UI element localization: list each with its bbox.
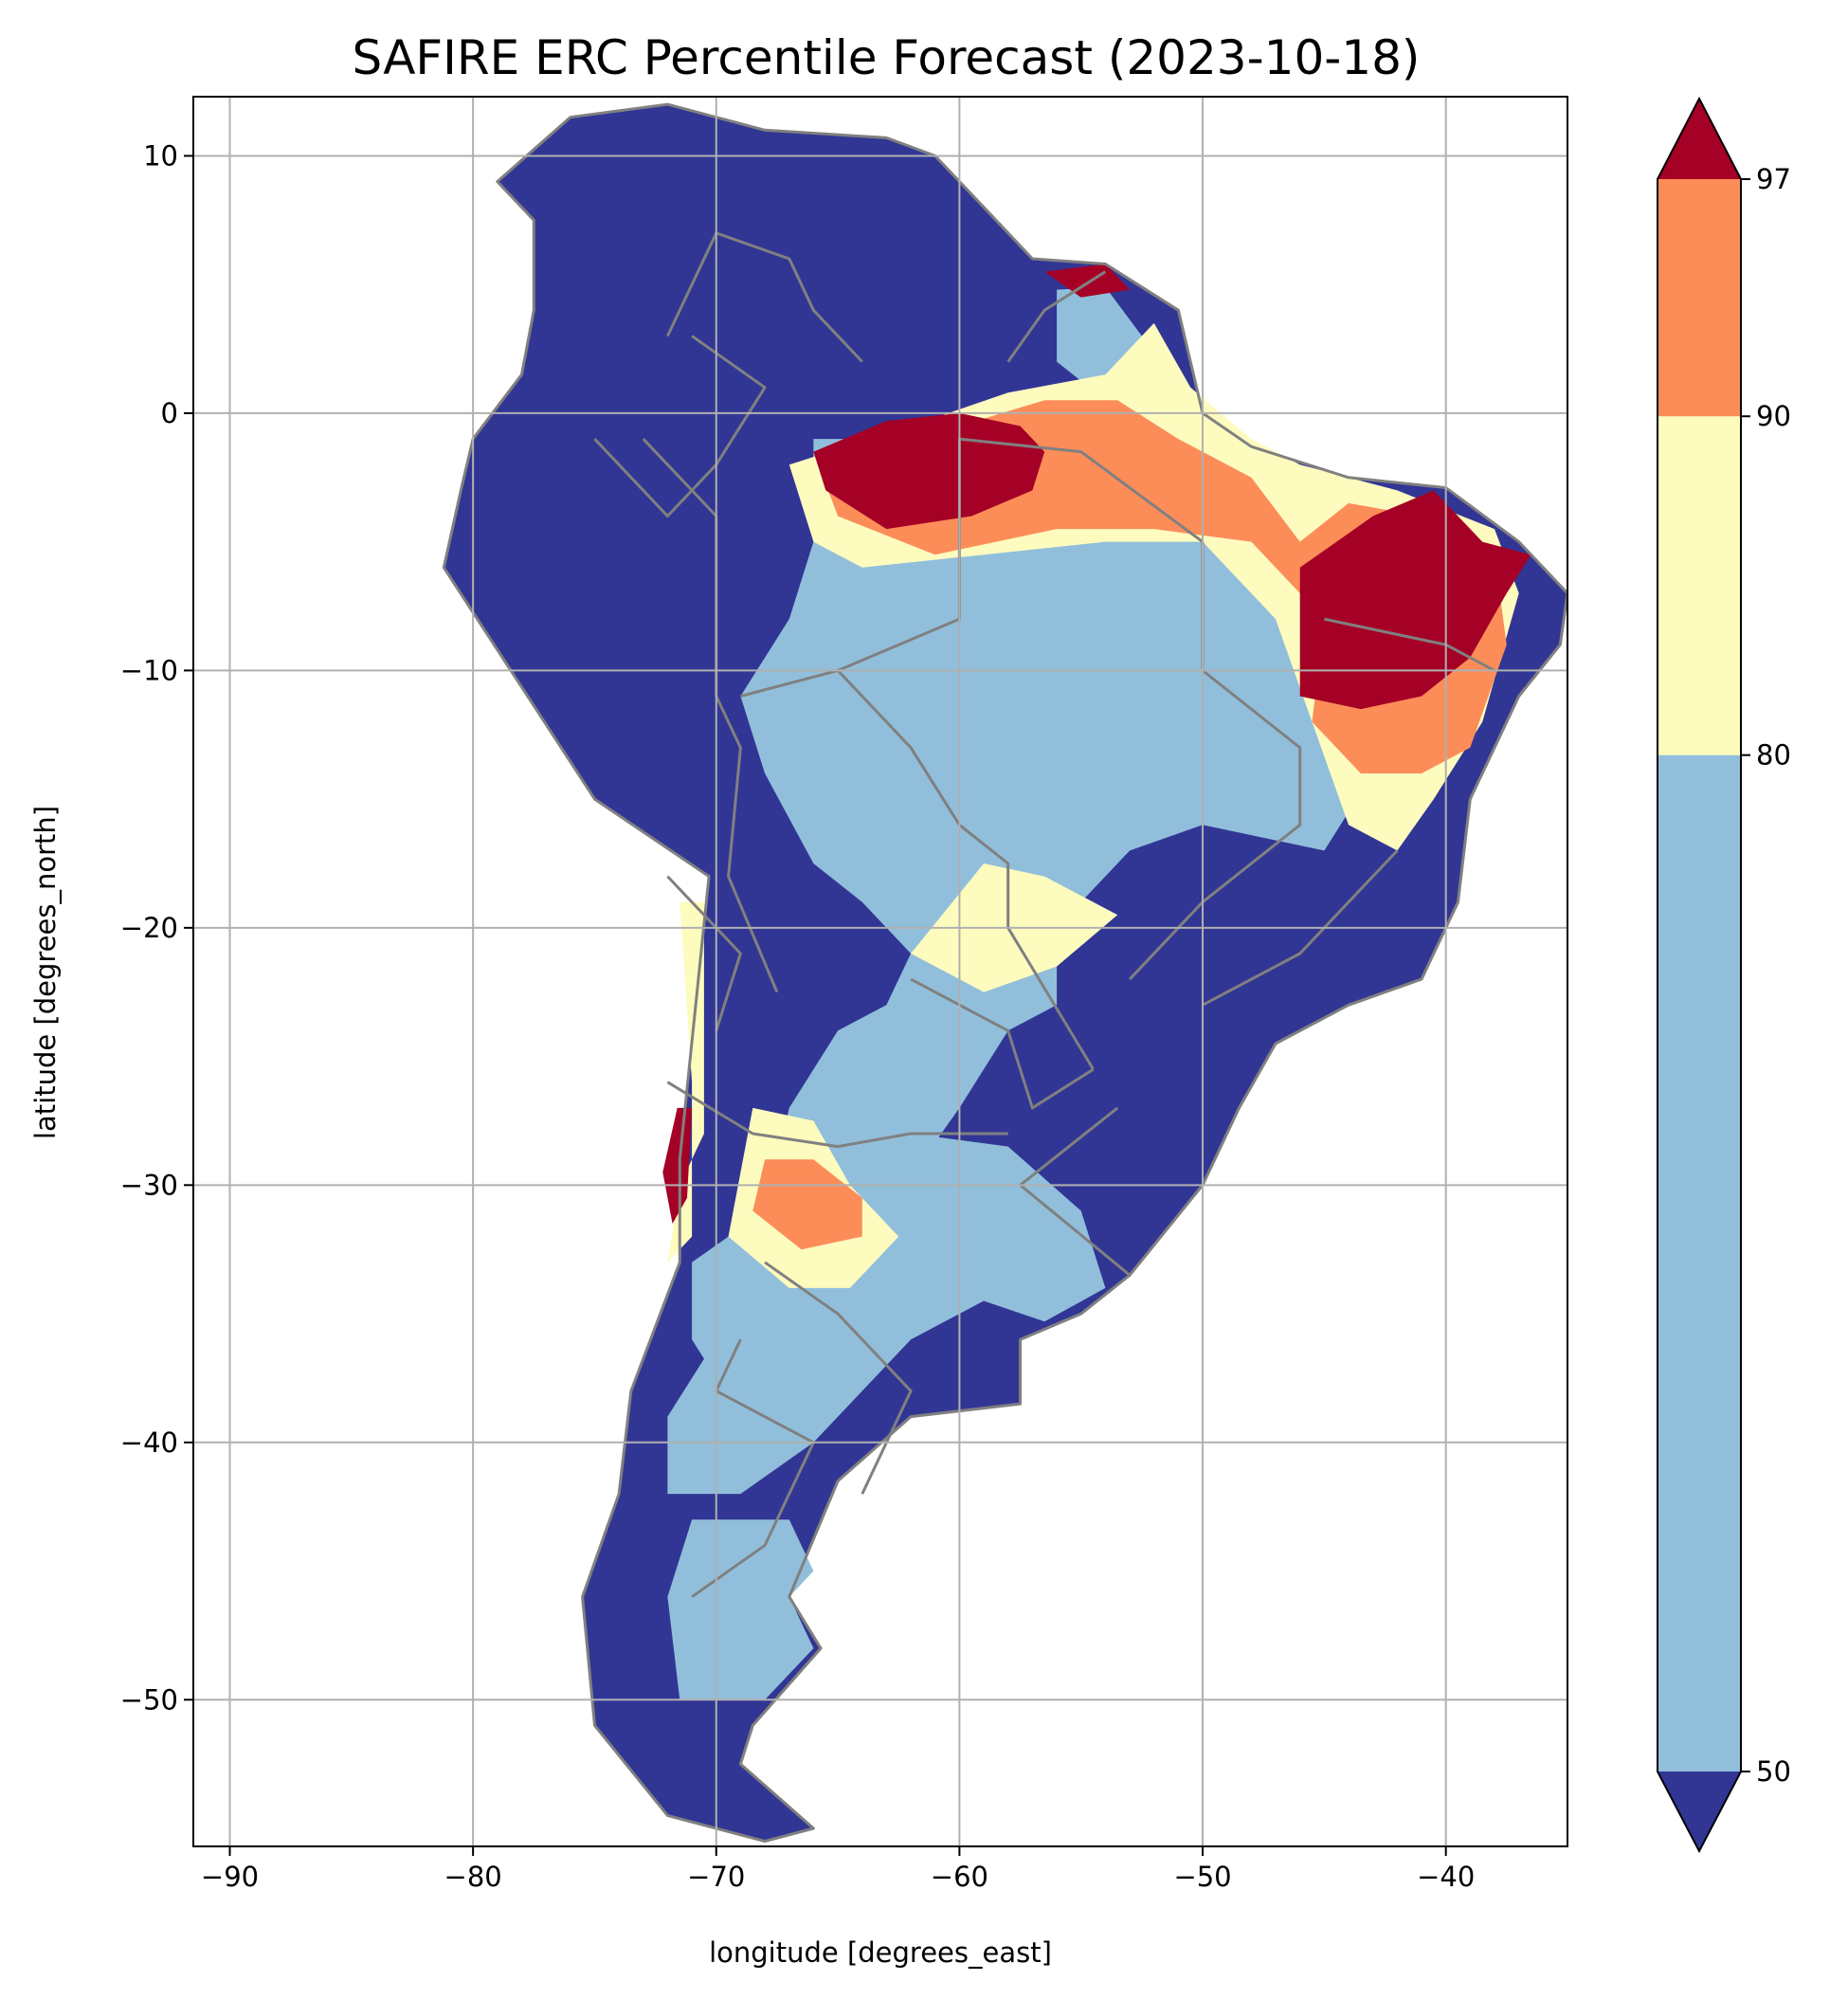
- border-line-12: [666, 231, 863, 363]
- y-tick-label: −30: [120, 1169, 178, 1201]
- border-line-0: [642, 438, 779, 993]
- x-axis-ticks: −90 −80 −70 −60 −50 −40: [201, 1846, 1475, 1893]
- region-andes-80-90: [667, 901, 704, 1263]
- y-axis-label: latitude [degrees_north]: [29, 806, 62, 1139]
- x-tick-label: −70: [687, 1861, 745, 1893]
- colorbar: 50 80 90 97: [1657, 96, 1791, 1854]
- y-tick-label: 10: [143, 139, 178, 172]
- plot-area: −90 −80 −70 −60 −50 −40 10 0 −10 −20 −30 −40 −50: [120, 96, 1568, 1893]
- y-tick-label: −40: [120, 1427, 178, 1459]
- colorbar-extend-bottom: [1658, 1772, 1741, 1851]
- x-axis-label: longitude [degrees_east]: [709, 1936, 1052, 1969]
- region-guiana-above-97: [1044, 264, 1131, 298]
- y-tick-label: 0: [161, 397, 178, 429]
- coastline: [442, 102, 1567, 1844]
- x-tick-label: −90: [201, 1861, 259, 1893]
- colorbar-tick-label: 50: [1756, 1755, 1791, 1788]
- gridlines: [193, 97, 1567, 1846]
- border-line-3: [1006, 927, 1095, 1070]
- colorbar-segment-50-80: [1658, 754, 1741, 1772]
- region-northeast-above-97: [1299, 490, 1531, 710]
- region-patagonia-50-80: [667, 1519, 814, 1700]
- x-tick-label: −50: [1173, 1861, 1231, 1893]
- colorbar-segment-90-97: [1658, 179, 1741, 417]
- y-tick-label: −20: [120, 912, 178, 944]
- plot-frame: [192, 96, 1568, 1847]
- y-axis-ticks: 10 0 −10 −20 −30 −40 −50: [120, 139, 193, 1716]
- border-line-9: [666, 1081, 1008, 1149]
- border-line-13: [1006, 270, 1107, 363]
- colorbar-tick-label: 80: [1756, 739, 1791, 772]
- region-la-plata-50-80: [667, 1134, 1106, 1495]
- y-tick-label: −50: [120, 1683, 178, 1716]
- x-tick-label: −40: [1417, 1861, 1475, 1893]
- x-tick-label: −80: [444, 1861, 502, 1893]
- colorbar-tick-label: 97: [1756, 163, 1791, 195]
- chart-title: SAFIRE ERC Percentile Forecast (2023-10-…: [353, 30, 1421, 85]
- border-line-6: [959, 437, 1204, 543]
- colorbar-tick-label: 90: [1756, 400, 1791, 432]
- x-tick-label: −60: [931, 1861, 988, 1893]
- border-line-15: [666, 875, 742, 1031]
- region-cordoba-90-97: [752, 1159, 862, 1250]
- region-chile-above-97: [662, 1107, 693, 1224]
- colorbar-segment-80-90: [1658, 416, 1741, 755]
- colorbar-extend-top: [1658, 99, 1741, 179]
- y-tick-label: −10: [120, 654, 178, 686]
